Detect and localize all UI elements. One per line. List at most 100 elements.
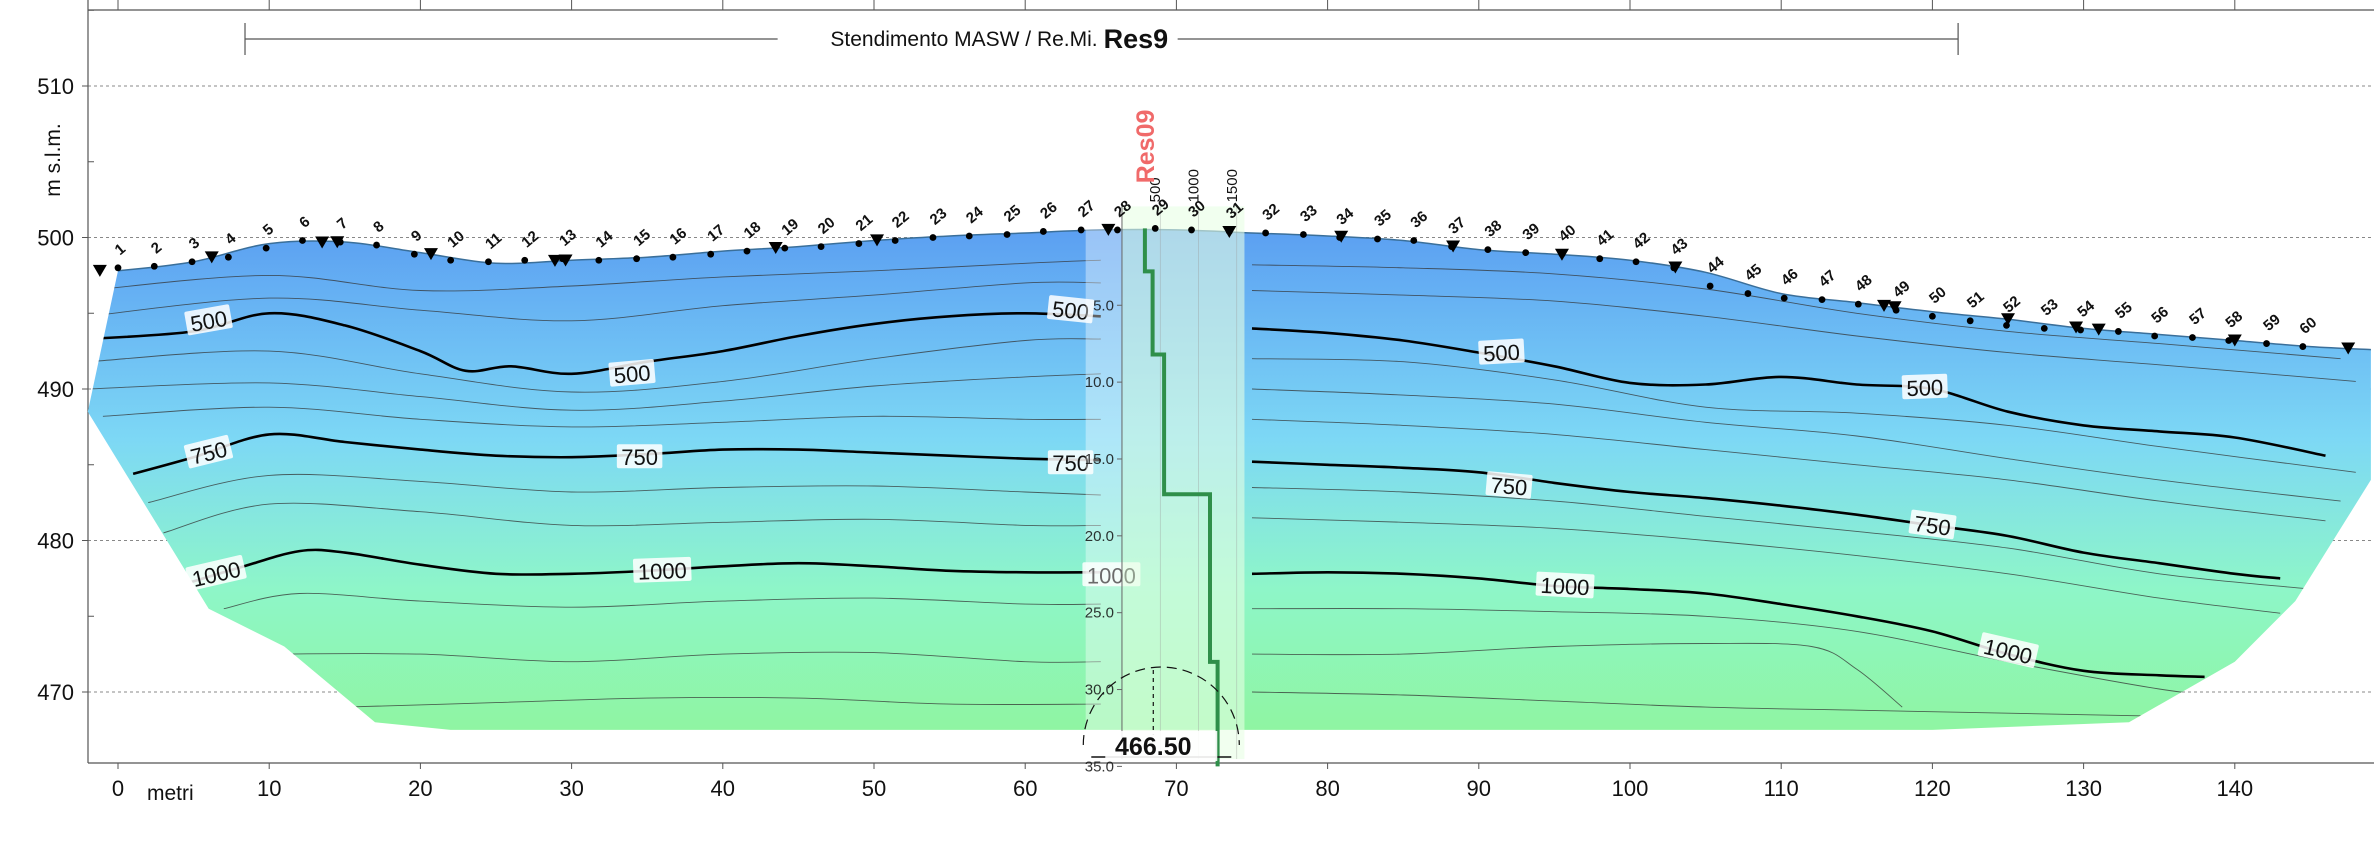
elevation-label-bg (1105, 731, 1218, 762)
contour-label-group: 750 (1047, 450, 1094, 476)
geophone-dot-41 (1596, 255, 1604, 263)
contour-label-750: 750 (1052, 451, 1089, 476)
contour-line-thin (87, 281, 1101, 322)
contour-label-group: 500 (1047, 295, 1095, 325)
geophone-label-8: 8 (370, 218, 387, 236)
geophone-dot-5 (262, 244, 270, 252)
geophone-label-50: 50 (1926, 284, 1950, 308)
contour-label-bg (185, 555, 247, 591)
shot-point-marker (1887, 301, 1902, 314)
x-tick-label-30: 30 (559, 776, 583, 801)
geophone-dot-18 (743, 247, 751, 255)
contour-label-1000: 1000 (1540, 573, 1590, 601)
x-tick-label-110: 110 (1764, 776, 1799, 801)
geophone-dot-24 (965, 232, 973, 240)
geophone-dot-57 (2189, 334, 2196, 341)
x-tick-label-50: 50 (862, 776, 886, 801)
contour-line-thin (344, 696, 1101, 708)
contour-line-thin (1251, 358, 2356, 473)
geophone-dot-60 (2299, 343, 2307, 350)
shot-point-marker (2001, 313, 2015, 326)
contour-label-bg (183, 434, 234, 469)
geophone-label-48: 48 (1852, 271, 1876, 295)
geophone-dot-27 (1077, 226, 1085, 234)
borehole-velocity-label: 1500 (1224, 169, 1241, 202)
borehole-res09: 5.0 10.0 15.0 20.0 25.0 30.0 35.0 500 1000 1500 46… (1082, 110, 1245, 775)
geophone-label-46: 46 (1778, 265, 1802, 289)
contour-line-thin (223, 592, 1101, 610)
borehole-velocity-label: 500 (1147, 177, 1164, 202)
contour-line-thin (269, 651, 1101, 663)
geophone-label-36: 36 (1407, 208, 1431, 232)
contour-label-bg (184, 304, 233, 336)
shot-point-marker (870, 234, 885, 247)
x-tick-label-90: 90 (1467, 776, 1491, 801)
geophone-label-5: 5 (260, 221, 277, 239)
geophone-label-52: 52 (2000, 293, 2024, 317)
geophone-dot-25 (1003, 231, 1011, 238)
geophone-label-3: 3 (186, 234, 203, 252)
contour-label-group: 500 (1478, 338, 1525, 367)
borehole-depth-label: 25.0 (1085, 605, 1114, 622)
contour-line-thin (87, 259, 1101, 292)
geophone-label-54: 54 (2074, 297, 2098, 321)
geophone-label-12: 12 (518, 228, 542, 252)
geophone-dot-47 (1818, 296, 1826, 304)
contour-label-group: 500 (1901, 373, 1948, 401)
shot-point-marker (1334, 230, 1349, 243)
geophone-dot-26 (1039, 228, 1047, 235)
borehole-depth-label: 30.0 (1085, 682, 1114, 699)
geophone-dot-53 (2040, 325, 2048, 332)
geophone-dot-22 (891, 237, 899, 244)
geophone-label-57: 57 (2186, 305, 2210, 329)
x-tick-label-40: 40 (711, 776, 735, 801)
geophone-label-34: 34 (1333, 204, 1357, 228)
geophone-label-11: 11 (482, 230, 505, 253)
chart-title: Stendimento MASW / Re.Mi. (830, 28, 1097, 51)
contour-line-thin (163, 502, 1101, 534)
contour-label-bg (632, 556, 692, 583)
geophone-label-32: 32 (1259, 200, 1283, 224)
contour-label-group: 500 (184, 304, 233, 337)
geophone-label-6: 6 (296, 213, 313, 231)
shot-point-marker (547, 254, 562, 267)
geophone-label-42: 42 (1630, 229, 1654, 253)
contour-label-bg (616, 444, 663, 469)
x-tick-label-0: 0 (112, 776, 124, 801)
geophone-label-1: 1 (112, 240, 129, 258)
x-tick-label-20: 20 (408, 776, 432, 801)
contour-label-bg (1047, 295, 1095, 324)
geophone-label-16: 16 (667, 225, 691, 249)
shot-point-marker (2227, 334, 2242, 347)
geophone-label-15: 15 (630, 226, 654, 250)
x-tick-label-140: 140 (2216, 776, 2253, 801)
contour-line-thin (1251, 264, 2341, 360)
borehole-depth-label: 35.0 (1085, 758, 1114, 775)
geophone-dot-21 (855, 240, 863, 247)
contour-label-bg (1977, 632, 2039, 668)
geophone-dot-14 (595, 256, 603, 264)
geophone-dot-59 (2263, 340, 2270, 347)
geophone-label-53: 53 (2038, 296, 2062, 320)
contour-label-bg (608, 359, 656, 387)
contour-line-thin (1251, 691, 2160, 717)
contour-line-thin (102, 406, 1101, 428)
vs-profile-line (1142, 228, 1220, 767)
geophone-dot-3 (188, 258, 196, 266)
contour-label-bg (1535, 571, 1595, 599)
x-tick-label-100: 100 (1612, 776, 1649, 801)
geophone-dot-56 (2151, 332, 2159, 340)
shot-point-marker (315, 236, 330, 249)
contour-label-1000: 1000 (1087, 563, 1136, 588)
contour-line-thin (1251, 608, 2250, 701)
contour-label-500: 500 (1906, 375, 1944, 401)
geophone-dot-12 (521, 256, 529, 264)
geophone-label-38: 38 (1482, 217, 1506, 241)
shot-point-marker (768, 241, 783, 254)
contour-label-bg (1478, 338, 1525, 365)
contour-line-thin (1251, 487, 2311, 590)
geophone-label-9: 9 (408, 227, 425, 245)
geophone-dot-55 (2114, 328, 2122, 335)
geophone-dot-6 (299, 237, 306, 244)
